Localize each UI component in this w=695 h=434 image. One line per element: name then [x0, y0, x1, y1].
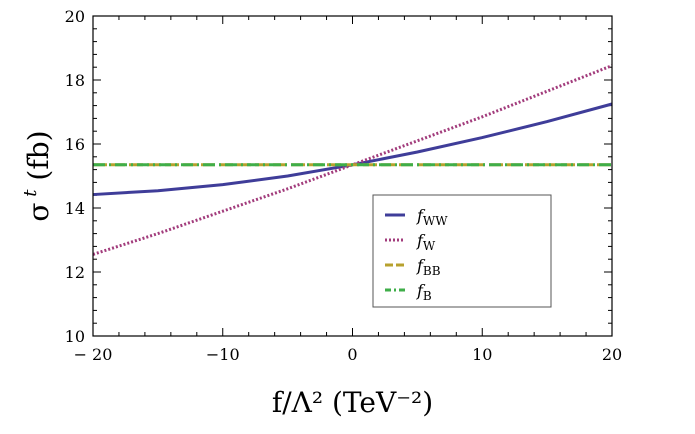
y-tick-label: 10: [65, 327, 85, 346]
legend: fWW fW fBB fB: [372, 194, 552, 308]
x-tick-label: −10: [206, 345, 240, 364]
legend-label: fWW: [416, 206, 448, 228]
x-tick-label: 10: [472, 345, 492, 364]
x-tick-label: 20: [602, 345, 622, 364]
lines-layer: [92, 64, 613, 256]
ticks-layer: − 20 −10 0 10 20 10 12 14 16 18 20: [65, 7, 623, 364]
legend-label: fB: [416, 281, 432, 303]
axis-labels: f/Λ² (TeV⁻²) σ t (fb): [20, 130, 433, 419]
legend-label: fW: [416, 231, 436, 253]
y-tick-label: 18: [65, 71, 85, 90]
y-tick-label: 16: [65, 135, 85, 154]
x-tick-label: 0: [347, 345, 357, 364]
x-axis-title: f/Λ² (TeV⁻²): [272, 386, 433, 419]
series-line-f-ww: [92, 102, 613, 197]
y-axis-title: σ t (fb): [20, 130, 55, 221]
legend-label: fBB: [416, 256, 441, 278]
x-tick-label: − 20: [74, 345, 113, 364]
y-tick-label: 12: [65, 263, 85, 282]
plot-frame: [92, 15, 613, 337]
y-tick-label: 14: [65, 199, 85, 218]
y-tick-label: 20: [65, 7, 85, 26]
